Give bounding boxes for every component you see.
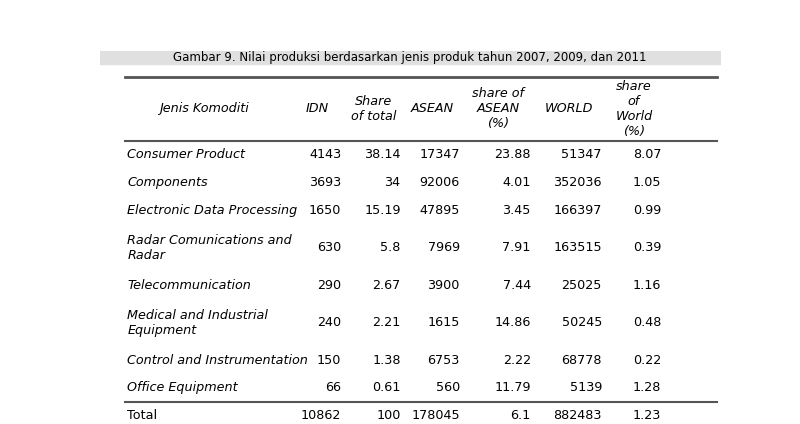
Text: 2.21: 2.21	[372, 316, 401, 329]
Text: 0.22: 0.22	[633, 354, 661, 367]
Text: 50245: 50245	[562, 316, 602, 329]
Text: 630: 630	[317, 241, 342, 254]
Text: 25025: 25025	[562, 279, 602, 292]
Text: 560: 560	[435, 382, 460, 394]
Text: 150: 150	[317, 354, 342, 367]
Text: Office Equipment: Office Equipment	[127, 382, 238, 394]
Text: Share
of total: Share of total	[350, 95, 396, 123]
Text: 6753: 6753	[427, 354, 460, 367]
Text: Radar Comunications and
Radar: Radar Comunications and Radar	[127, 234, 292, 262]
Text: 882483: 882483	[554, 409, 602, 422]
Text: 178045: 178045	[411, 409, 460, 422]
Text: 4.01: 4.01	[502, 176, 531, 189]
Text: 47895: 47895	[419, 204, 460, 217]
Text: 2.22: 2.22	[502, 354, 531, 367]
Text: 100: 100	[376, 409, 401, 422]
Text: 68778: 68778	[562, 354, 602, 367]
Text: 15.19: 15.19	[364, 204, 401, 217]
Text: WORLD: WORLD	[545, 102, 593, 115]
Text: Telecommunication: Telecommunication	[127, 279, 251, 292]
Text: 34: 34	[385, 176, 401, 189]
Text: 0.99: 0.99	[633, 204, 661, 217]
Text: 3693: 3693	[309, 176, 342, 189]
Text: 0.39: 0.39	[633, 241, 661, 254]
Text: IDN: IDN	[306, 102, 329, 115]
Text: Gambar 9. Nilai produksi berdasarkan jenis produk tahun 2007, 2009, dan 2011: Gambar 9. Nilai produksi berdasarkan jen…	[174, 51, 646, 64]
Text: 166397: 166397	[554, 204, 602, 217]
Text: 5139: 5139	[570, 382, 602, 394]
Text: 1.05: 1.05	[633, 176, 661, 189]
Text: Control and Instrumentation: Control and Instrumentation	[127, 354, 308, 367]
Text: 66: 66	[326, 382, 342, 394]
Text: 240: 240	[318, 316, 342, 329]
Text: 51347: 51347	[562, 148, 602, 161]
Text: 163515: 163515	[554, 241, 602, 254]
Text: 4143: 4143	[309, 148, 342, 161]
Text: 1.16: 1.16	[633, 279, 661, 292]
Text: 6.1: 6.1	[510, 409, 531, 422]
Text: 7.91: 7.91	[502, 241, 531, 254]
Text: 0.48: 0.48	[633, 316, 661, 329]
Text: 1650: 1650	[309, 204, 342, 217]
Text: Electronic Data Processing: Electronic Data Processing	[127, 204, 298, 217]
Text: 2.67: 2.67	[372, 279, 401, 292]
Text: share
of
World
(%): share of World (%)	[615, 80, 653, 138]
Text: share of
ASEAN
(%): share of ASEAN (%)	[472, 87, 524, 130]
Text: Medical and Industrial
Equipment: Medical and Industrial Equipment	[127, 309, 268, 337]
Text: Jenis Komoditi: Jenis Komoditi	[159, 102, 250, 115]
Text: 38.14: 38.14	[364, 148, 401, 161]
Text: 23.88: 23.88	[494, 148, 531, 161]
Text: 3.45: 3.45	[502, 204, 531, 217]
Text: 1.28: 1.28	[633, 382, 661, 394]
Text: 92006: 92006	[419, 176, 460, 189]
Text: 11.79: 11.79	[494, 382, 531, 394]
Text: Components: Components	[127, 176, 208, 189]
Text: 352036: 352036	[554, 176, 602, 189]
Text: 17347: 17347	[419, 148, 460, 161]
Text: 10862: 10862	[301, 409, 342, 422]
Text: 7969: 7969	[428, 241, 460, 254]
Text: 1.38: 1.38	[372, 354, 401, 367]
Text: 0.61: 0.61	[372, 382, 401, 394]
Text: 1.23: 1.23	[633, 409, 661, 422]
Text: 7.44: 7.44	[502, 279, 531, 292]
Text: Total: Total	[127, 409, 158, 422]
Text: 8.07: 8.07	[633, 148, 661, 161]
Text: Consumer Product: Consumer Product	[127, 148, 246, 161]
Text: 290: 290	[318, 279, 342, 292]
Text: 3900: 3900	[427, 279, 460, 292]
Text: 1615: 1615	[427, 316, 460, 329]
Text: 14.86: 14.86	[494, 316, 531, 329]
Text: ASEAN: ASEAN	[411, 102, 454, 115]
Text: 5.8: 5.8	[380, 241, 401, 254]
